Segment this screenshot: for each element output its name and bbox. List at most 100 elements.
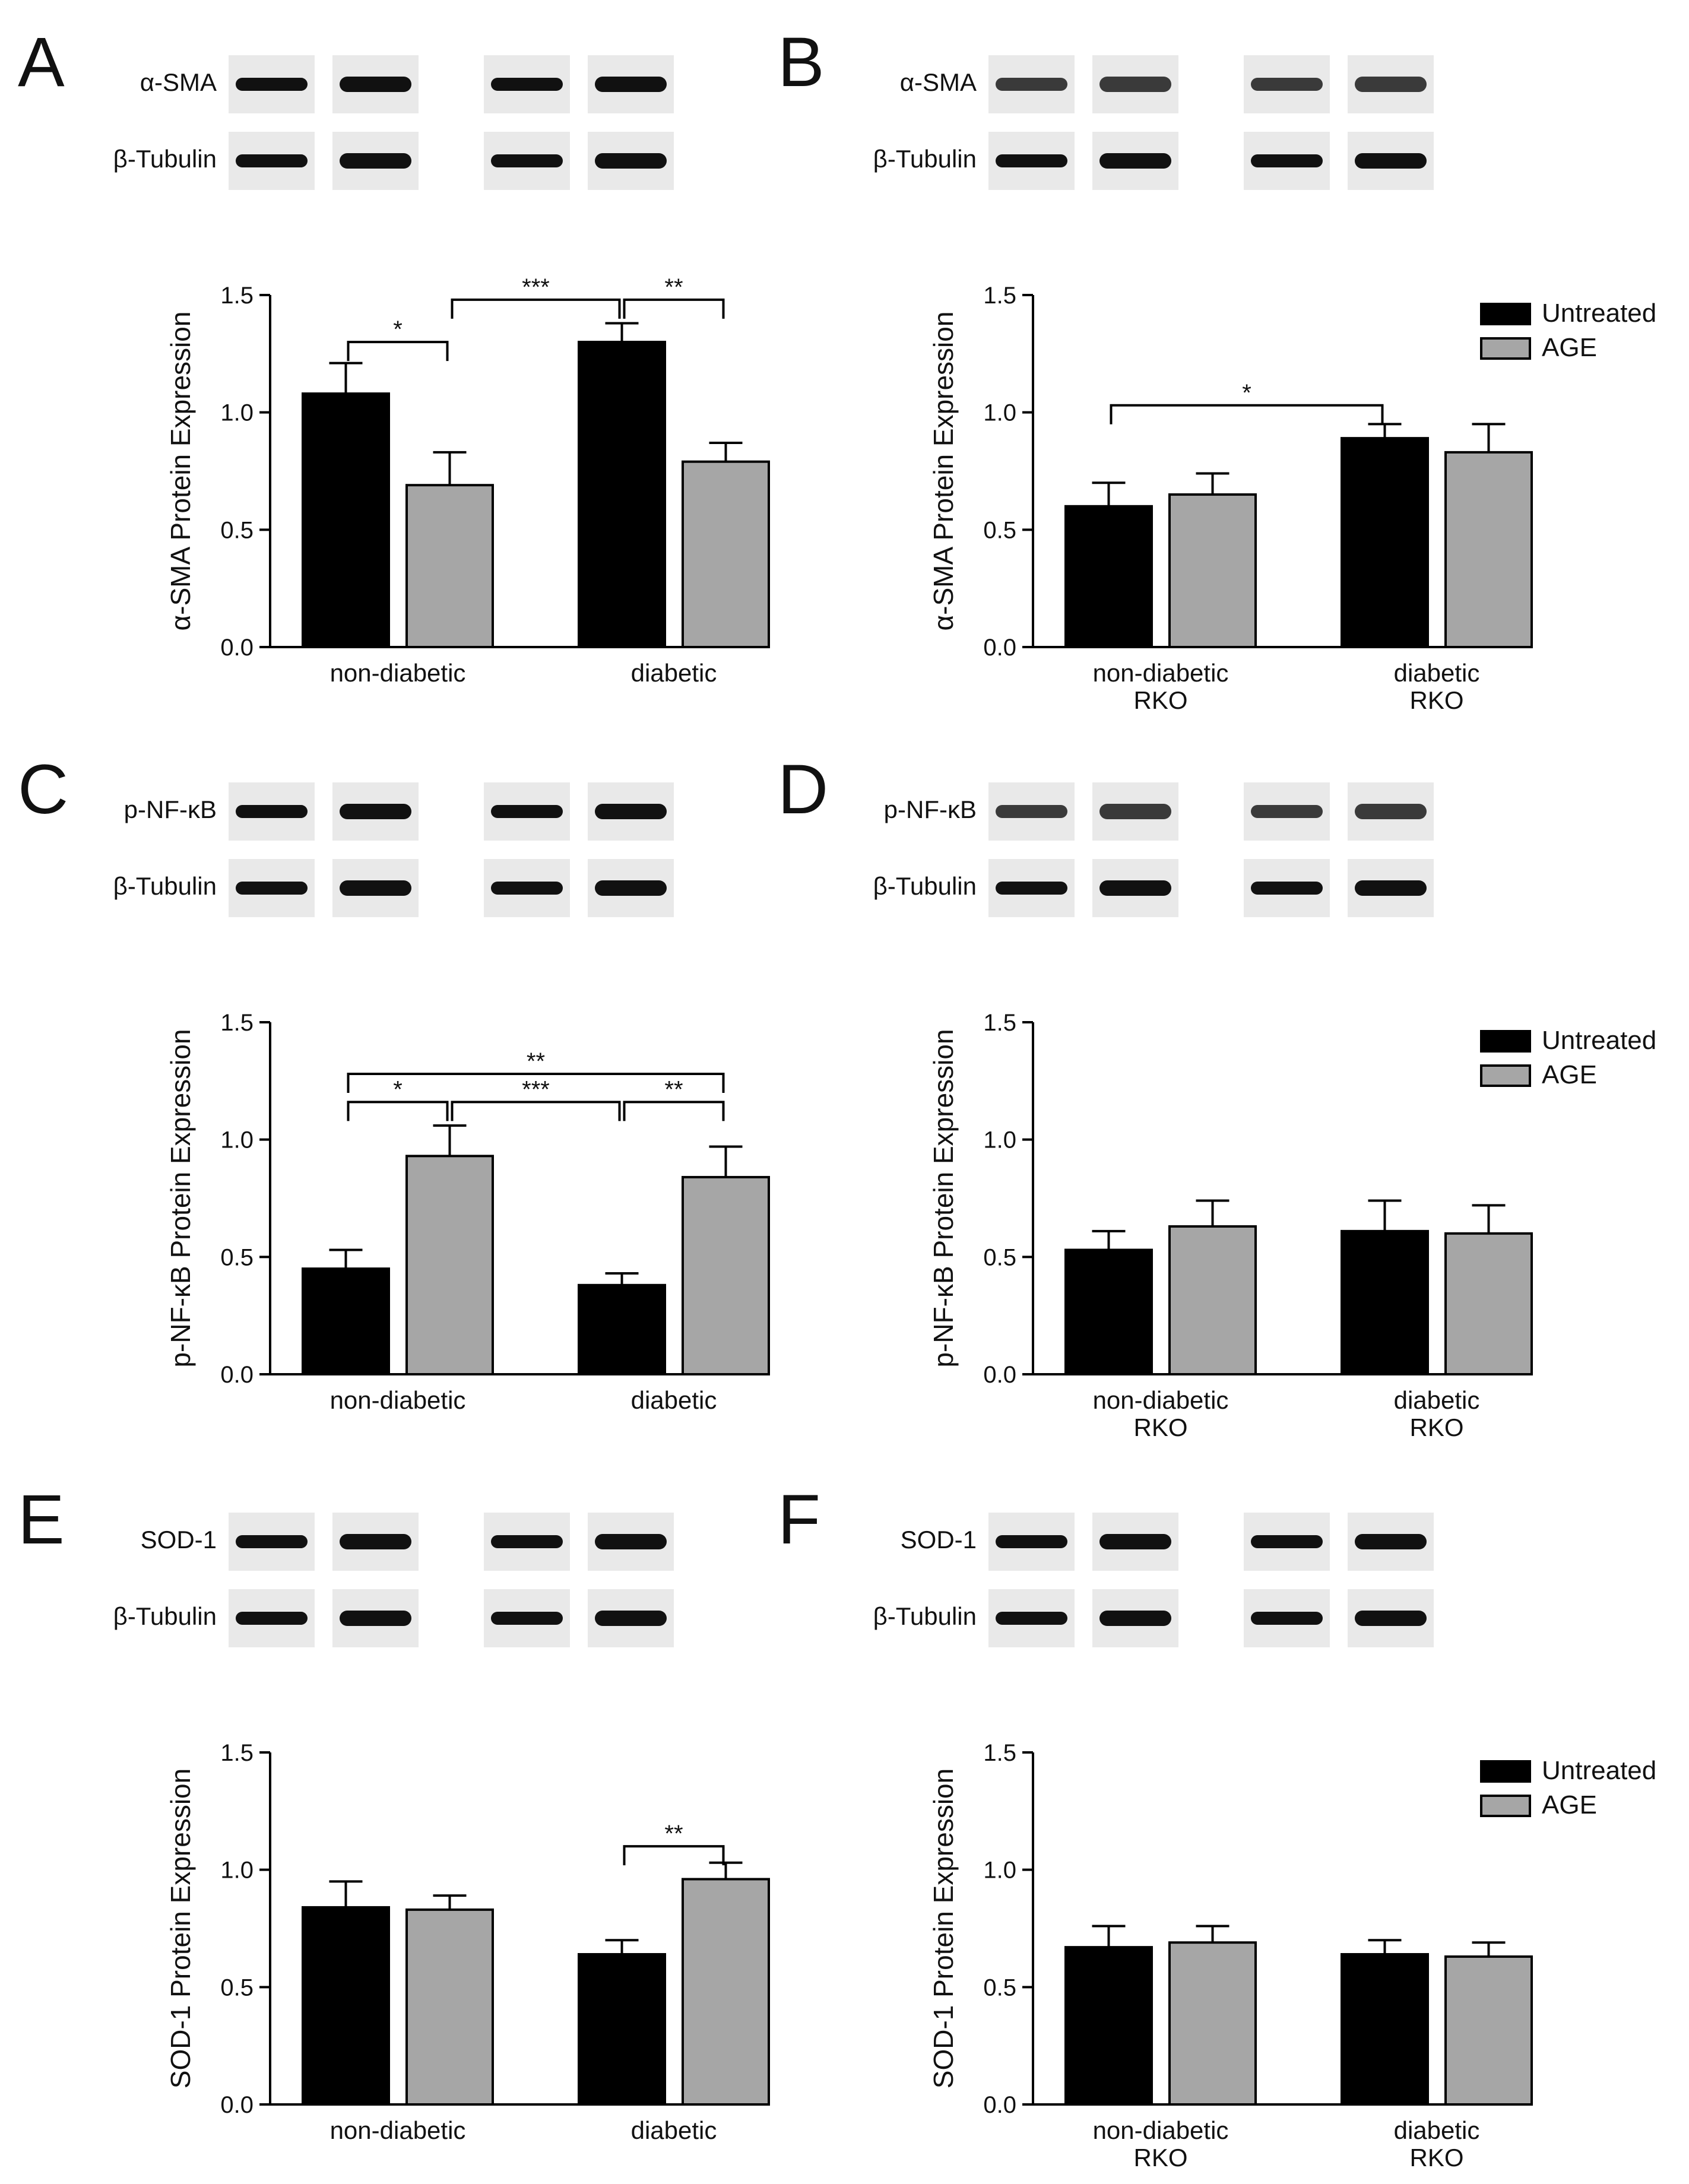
blot-loading-label: β-Tubulin	[113, 1602, 217, 1630]
blot-band	[1251, 1612, 1323, 1625]
x-category-line: diabetic	[631, 659, 717, 687]
blot-band	[340, 804, 411, 819]
blot-band	[595, 804, 667, 819]
legend-swatch-untreated	[1480, 1030, 1531, 1053]
bar-age	[1168, 493, 1257, 648]
y-tick-label: 1.5	[983, 1010, 1016, 1036]
legend-label: Untreated	[1542, 299, 1656, 328]
blot-band	[595, 880, 667, 896]
significance-bracket	[347, 1072, 725, 1093]
significance-label: **	[664, 274, 683, 300]
x-category-line: non-diabetic	[1093, 2116, 1229, 2144]
x-category-line: diabetic	[631, 2116, 717, 2144]
blot-band	[1251, 805, 1323, 818]
blot-band	[1355, 804, 1427, 819]
y-tick-label: 1.0	[220, 1127, 253, 1153]
y-axis-title: α-SMA Protein Expression	[165, 312, 196, 631]
blot-band	[595, 153, 667, 169]
blot-band	[1099, 1611, 1171, 1626]
x-category-line: non-diabetic	[1093, 659, 1229, 687]
blot-band	[595, 1611, 667, 1626]
significance-label: **	[664, 1821, 683, 1847]
y-tick-label: 1.0	[220, 1857, 253, 1884]
x-category-line: diabetic	[1394, 2116, 1480, 2144]
blot-band	[996, 1535, 1067, 1548]
x-category-label: non-diabetic RKO	[1093, 1386, 1229, 1441]
blot-band	[236, 1612, 308, 1625]
blot-loading-label: β-Tubulin	[873, 872, 977, 900]
x-category-label: non-diabetic	[330, 659, 466, 687]
x-category-label: non-diabetic	[330, 2116, 466, 2144]
blot-band	[595, 77, 667, 92]
panel-e: E SOD-1 β-Tubulin 0.0 0.5 1.0 1.5 SOD-1 Protein…	[18, 1481, 770, 2144]
significance-label: ***	[522, 1076, 550, 1102]
blot-band	[1251, 1535, 1323, 1548]
blot-loading-label: β-Tubulin	[873, 1602, 977, 1630]
significance-bracket	[347, 341, 449, 362]
bar-untreated	[1064, 1946, 1153, 2106]
y-tick-label: 1.5	[220, 1010, 253, 1036]
blot-band	[491, 1535, 563, 1548]
y-tick-label: 0.5	[983, 1244, 1016, 1270]
x-category-label: diabetic	[631, 659, 717, 687]
y-tick-label: 1.0	[983, 400, 1016, 426]
blot-band	[1099, 1534, 1171, 1549]
panel-letter: D	[778, 750, 828, 829]
y-tick-label: 1.5	[983, 283, 1016, 309]
legend-label: Untreated	[1542, 1756, 1656, 1785]
blot-band	[491, 805, 563, 818]
x-category-label: diabetic RKO	[1394, 1386, 1480, 1441]
significance-bracket	[623, 298, 725, 319]
blot-band	[595, 1534, 667, 1549]
x-category-line: non-diabetic	[1093, 1386, 1229, 1414]
y-tick-label: 0.0	[220, 635, 253, 661]
significance-bracket	[347, 1101, 449, 1121]
legend-swatch-untreated	[1480, 303, 1531, 325]
y-tick-label: 0.0	[220, 1362, 253, 1388]
blot-band	[491, 1612, 563, 1625]
blot-band	[1355, 153, 1427, 169]
blot-band	[491, 78, 563, 91]
bar-untreated	[302, 1906, 390, 2106]
x-category-line: diabetic	[631, 1386, 717, 1414]
blot-target-label: α-SMA	[140, 68, 217, 96]
bar-untreated	[578, 1952, 666, 2106]
y-tick-label: 1.0	[220, 400, 253, 426]
blot-band	[340, 880, 411, 896]
y-tick-label: 1.5	[983, 1740, 1016, 1766]
y-tick-label: 1.0	[983, 1857, 1016, 1884]
blot-band	[491, 882, 563, 895]
significance-label: *	[393, 1076, 403, 1102]
x-category-line: RKO	[1409, 1413, 1463, 1441]
x-category-line: diabetic	[1394, 1386, 1480, 1414]
x-category-line: non-diabetic	[330, 1386, 466, 1414]
blot-band	[996, 882, 1067, 895]
blot-band	[236, 882, 308, 895]
blot-band	[1355, 1611, 1427, 1626]
blot-loading-label: β-Tubulin	[113, 145, 217, 173]
blot-target-label: p-NF-κB	[124, 795, 217, 823]
x-category-label: diabetic RKO	[1394, 2116, 1480, 2172]
blot-band	[1099, 880, 1171, 896]
blot-band	[340, 153, 411, 169]
blot-band	[1355, 880, 1427, 896]
x-category-line: diabetic	[1394, 659, 1480, 687]
blot-band	[996, 154, 1067, 167]
x-category-line: RKO	[1409, 2144, 1463, 2172]
bar-age	[1444, 1232, 1533, 1376]
bar-untreated	[302, 1267, 390, 1376]
blot-loading-label: β-Tubulin	[113, 872, 217, 900]
blot-band	[996, 1612, 1067, 1625]
blot-band	[1355, 1534, 1427, 1549]
y-tick-label: 0.5	[220, 1974, 253, 2001]
x-category-line: non-diabetic	[330, 659, 466, 687]
blot-band	[340, 77, 411, 92]
x-category-line: RKO	[1133, 2144, 1187, 2172]
y-axis-title: SOD-1 Protein Expression	[928, 1768, 959, 2088]
blot-band	[1099, 804, 1171, 819]
blot-target-label: SOD-1	[901, 1526, 977, 1554]
significance-label: *	[1242, 380, 1251, 406]
